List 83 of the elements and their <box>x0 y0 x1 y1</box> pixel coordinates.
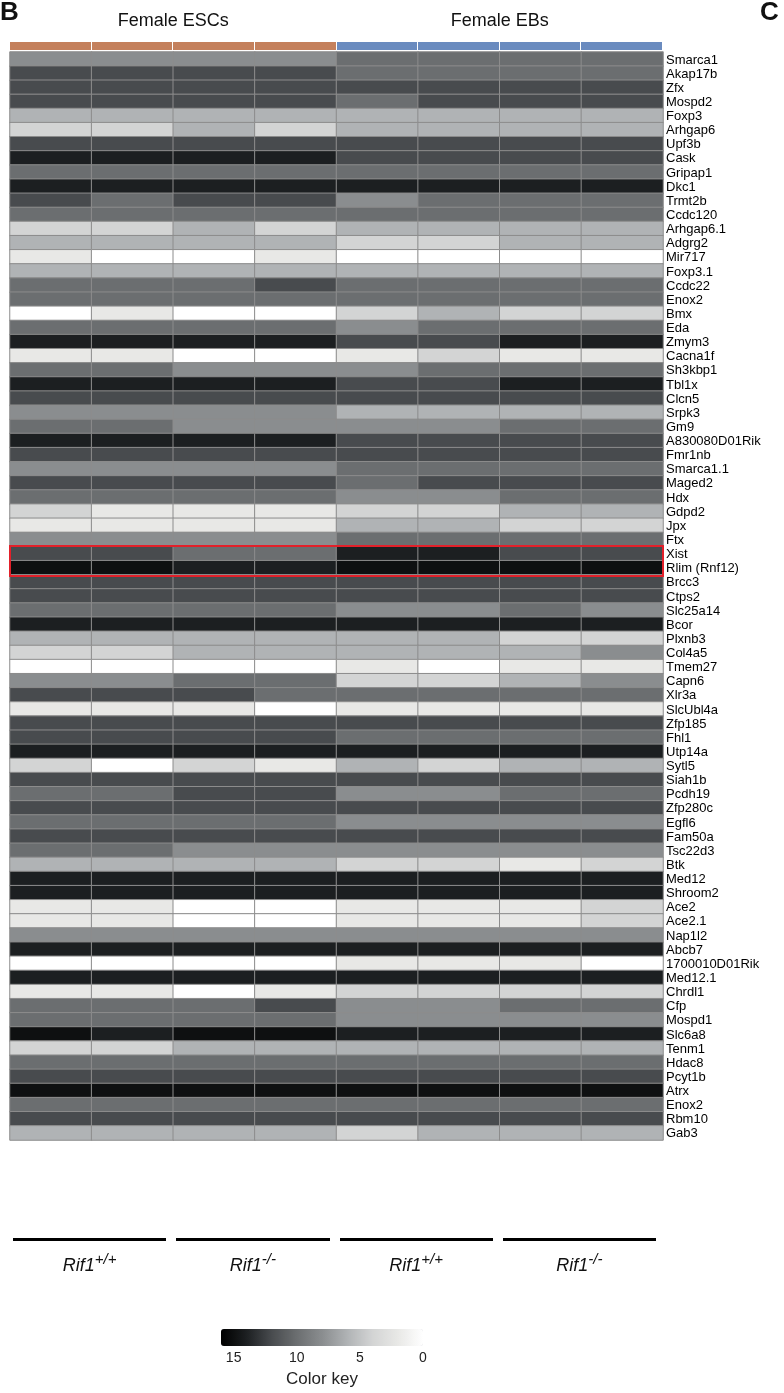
y-tick-label: Bmx <box>666 305 693 321</box>
y-tick-label: Tbl1x <box>666 376 699 392</box>
y-tick-label: Rbm10 <box>666 1111 708 1127</box>
y-tick-label: Foxp3.1 <box>666 263 713 279</box>
y-tick-label: Slc6a8 <box>666 1026 706 1042</box>
y-tick-label: Brcc3 <box>666 574 700 590</box>
y-tick-label: Pcyt1b <box>666 1068 706 1084</box>
y-tick-label: Ctps2 <box>666 588 700 604</box>
y-tick-label: Cfp <box>666 998 687 1014</box>
y-tick-label: Xist <box>666 546 689 562</box>
color-bar-title: Color key <box>286 1369 359 1388</box>
text: Rif1$^{+/+}$ <box>62 1250 117 1276</box>
y-tick-label: A830080D01Rik <box>666 433 762 449</box>
color-bar-label: 10 <box>288 1349 305 1365</box>
y-tick-label: Hdx <box>666 489 690 505</box>
y-tick-label: Ace2.1 <box>666 913 707 929</box>
y-tick-label: Hdac8 <box>666 1054 704 1070</box>
text: Rif1$^{-/-}$ <box>556 1250 603 1276</box>
y-tick-label: Gripap1 <box>666 164 713 180</box>
y-tick-label: Capn6 <box>666 673 705 689</box>
text: B <box>0 0 19 27</box>
y-tick-label: Foxp3 <box>666 108 703 124</box>
y-tick-label: Xlr3a <box>666 687 698 703</box>
color-bar-label: 5 <box>355 1349 364 1365</box>
y-tick-label: Med12 <box>666 871 706 887</box>
y-tick-label: Mir717 <box>666 249 706 265</box>
y-tick-label: Rlim (Rnf12) <box>666 560 739 576</box>
y-tick-label: Eda <box>666 320 690 336</box>
y-tick-label: Btk <box>666 856 686 872</box>
y-tick-label: Zmym3 <box>666 334 710 350</box>
y-tick-label: Enox2 <box>666 291 703 307</box>
text: Female ESCs <box>117 10 229 31</box>
y-tick-label: Zfp185 <box>666 715 707 731</box>
y-tick-label: Sytl5 <box>666 758 695 774</box>
y-tick-label: Upf3b <box>666 136 701 152</box>
y-tick-label: SlcUbl4a <box>666 701 719 717</box>
y-tick-label: Siah1b <box>666 772 707 788</box>
y-tick-label: Zfx <box>666 79 685 95</box>
text: Rif1$^{+/+}$ <box>389 1250 443 1276</box>
y-tick-label: Tsc22d3 <box>666 842 715 858</box>
y-tick-label: Akap17b <box>666 65 718 81</box>
y-tick-label: Mospd1 <box>666 1012 713 1028</box>
y-tick-label: Enox2 <box>666 1097 703 1113</box>
y-tick-label: Tmem27 <box>666 659 718 675</box>
y-tick-label: Utp14a <box>666 743 709 759</box>
text: C <box>760 0 779 27</box>
color-bar-label: 15 <box>225 1349 242 1365</box>
color-bar-label: 0 <box>419 1349 428 1365</box>
y-tick-label: Bcor <box>666 616 694 632</box>
y-tick-label: Arhgap6.1 <box>666 221 726 237</box>
text: Female EBs <box>450 10 549 31</box>
y-tick-label: Gab3 <box>666 1125 698 1141</box>
y-tick-label: Clcn5 <box>666 390 700 406</box>
y-tick-label: Mospd2 <box>666 93 713 109</box>
y-tick-label: Trmt2b <box>666 192 707 208</box>
y-tick-label: Nap1l2 <box>666 927 708 943</box>
y-tick-label: Smarca1.1 <box>666 461 729 477</box>
y-tick-label: Fmr1nb <box>666 447 711 463</box>
y-tick-label: Gdpd2 <box>666 503 706 519</box>
y-tick-label: Zfp280c <box>666 800 714 816</box>
y-tick-label: Col4a5 <box>666 645 708 661</box>
y-tick-label: Gm9 <box>666 418 695 434</box>
y-tick-label: Pcdh19 <box>666 786 711 802</box>
text: Rif1$^{-/-}$ <box>229 1250 276 1276</box>
y-tick-label: Ccdc120 <box>666 206 718 222</box>
y-tick-label: Shroom2 <box>666 885 719 901</box>
y-tick-label: Sh3kbp1 <box>666 362 718 378</box>
y-tick-label: Tenm1 <box>666 1040 706 1056</box>
y-tick-label: Med12.1 <box>666 970 717 986</box>
y-tick-label: Srpk3 <box>666 404 700 420</box>
y-tick-label: 1700010D01Rik <box>666 955 760 971</box>
y-tick-label: Chrdl1 <box>666 984 705 1000</box>
y-tick-label: Plxnb3 <box>666 630 706 646</box>
y-tick-label: Atrx <box>666 1083 690 1099</box>
y-tick-label: Ace2 <box>666 899 696 915</box>
y-tick-label: Smarca1 <box>666 51 719 67</box>
y-tick-label: Cacna1f <box>666 348 715 364</box>
y-tick-label: Cask <box>666 150 697 166</box>
y-tick-label: Slc25a14 <box>666 602 721 618</box>
y-tick-label: Arhgap6 <box>666 122 716 138</box>
y-tick-label: Adgrg2 <box>666 235 708 251</box>
y-tick-label: Egfl6 <box>666 814 696 830</box>
y-tick-label: Maged2 <box>666 475 713 491</box>
